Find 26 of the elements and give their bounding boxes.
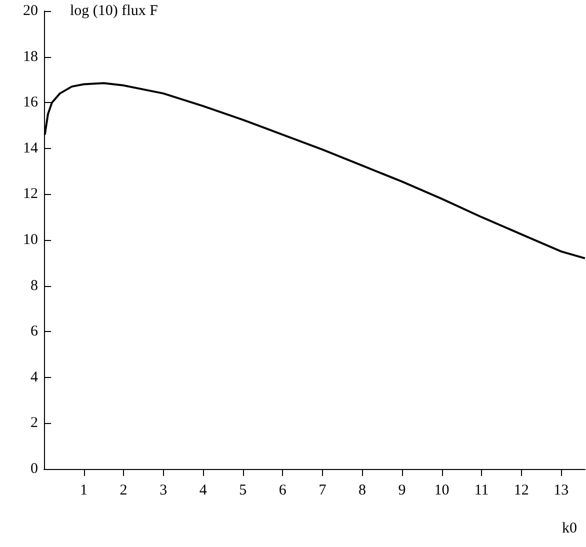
x-tick-label: 2 [120, 482, 128, 498]
x-tick-label: 3 [160, 482, 168, 498]
x-axis-title: k0 [562, 520, 577, 536]
x-tick-label: 9 [398, 482, 406, 498]
x-tick-label: 6 [278, 482, 287, 498]
y-tick-label: 18 [23, 48, 38, 65]
x-tick-label: 8 [358, 482, 366, 498]
y-tick-label: 6 [30, 324, 38, 340]
x-tick-label: 4 [199, 482, 208, 498]
y-tick-label: 8 [30, 278, 38, 294]
y-tick-label: 20 [23, 3, 38, 19]
x-tick-label: 5 [239, 482, 247, 498]
y-tick-label: 16 [23, 94, 38, 111]
x-tick-label: 12 [514, 482, 529, 498]
y-tick-label: 14 [23, 140, 38, 156]
y-tick-label: 2 [30, 415, 38, 432]
y-tick-label: 10 [23, 232, 38, 248]
x-tick-label: 1 [80, 482, 88, 498]
x-tick-label: 13 [554, 482, 569, 498]
y-tick-label: 4 [30, 369, 38, 386]
y-tick-label: 12 [23, 186, 38, 202]
x-tick-label: 11 [474, 482, 489, 498]
y-tick-label: 0 [30, 461, 38, 477]
x-tick-label: 10 [434, 482, 450, 498]
x-tick-label: 7 [318, 482, 327, 498]
y-axis-title: log (10) flux F [70, 3, 158, 19]
